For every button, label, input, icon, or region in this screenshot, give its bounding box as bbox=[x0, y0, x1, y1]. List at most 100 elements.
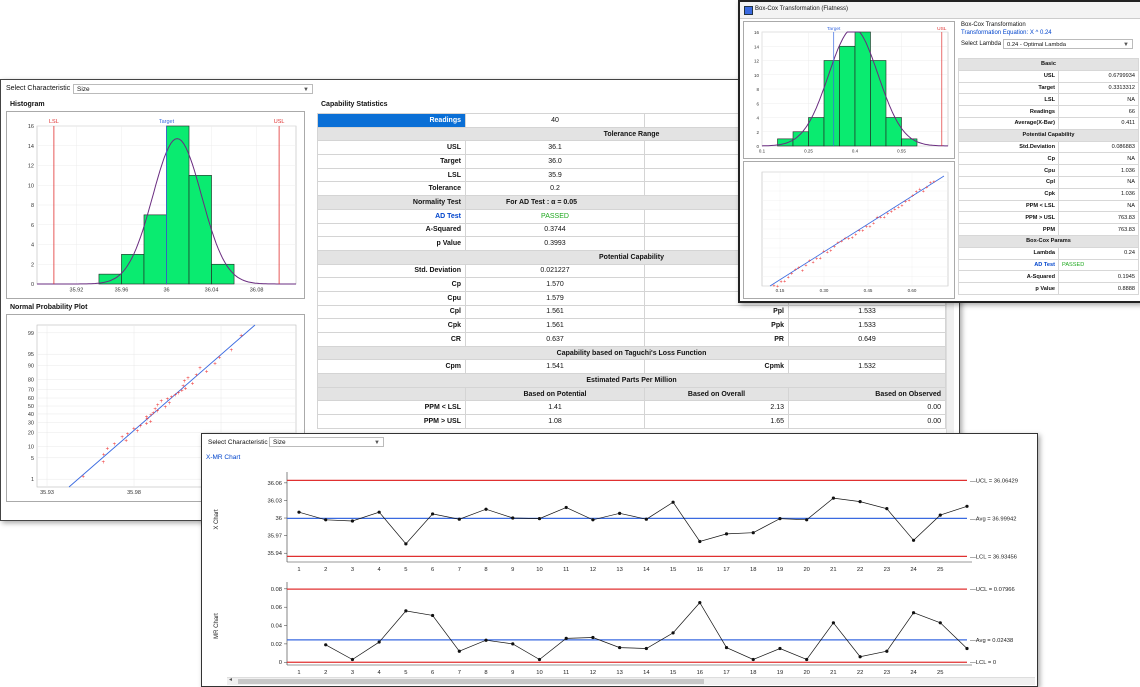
data-point: + bbox=[822, 249, 825, 255]
x-tick-label: 0.45 bbox=[864, 288, 873, 293]
chevron-down-icon: ▼ bbox=[374, 440, 380, 446]
x-tick-label: 36 bbox=[163, 288, 169, 294]
y-tick-label: 90 bbox=[28, 364, 34, 370]
bc-ppm-value: 763.83 bbox=[1058, 223, 1139, 236]
histogram-bar bbox=[839, 45, 856, 147]
x-tick-label: 21 bbox=[830, 670, 836, 676]
tolerance-value: 0.2 bbox=[465, 181, 645, 197]
bc-readings-value: 66 bbox=[1058, 105, 1139, 118]
x-tick-label: 12 bbox=[590, 567, 596, 573]
lambda-select-value: 0.24 - Optimal Lambda bbox=[1007, 42, 1066, 48]
bc-readings-label: Readings bbox=[958, 105, 1059, 118]
x-chart-series-line bbox=[298, 497, 968, 545]
mr-chart-data-point bbox=[511, 642, 515, 646]
horizontal-scrollbar[interactable]: ◂ bbox=[227, 677, 1035, 685]
data-point: + bbox=[908, 198, 911, 204]
x-tick-label: 23 bbox=[884, 567, 890, 573]
mr-chart-data-point bbox=[778, 646, 782, 651]
x-tick-label: 8 bbox=[484, 567, 487, 573]
cr-label: CR bbox=[317, 332, 466, 347]
bc-lambda-label: Lambda bbox=[958, 246, 1059, 260]
x-chart-data-point bbox=[724, 532, 729, 536]
x-tick-label: 16 bbox=[697, 567, 703, 573]
data-point: + bbox=[790, 272, 793, 278]
data-point: + bbox=[844, 236, 847, 242]
characteristic-select[interactable]: Size ▼ bbox=[73, 84, 313, 94]
x-chart-data-point bbox=[484, 507, 488, 511]
x-chart-data-point bbox=[377, 510, 381, 514]
bc-target-value: 0.3313312 bbox=[1058, 81, 1139, 95]
y-tick-label: 0 bbox=[279, 660, 282, 666]
data-point: + bbox=[872, 221, 875, 227]
y-tick-label: 36.06 bbox=[267, 481, 282, 487]
data-point: + bbox=[102, 452, 106, 458]
data-point: + bbox=[851, 235, 854, 241]
x-chart-data-point bbox=[618, 511, 622, 515]
data-point: + bbox=[213, 361, 217, 367]
cpmk-label: Cpmk bbox=[644, 359, 789, 375]
bc-ppm-lsl-value: NA bbox=[1058, 199, 1139, 213]
data-point: + bbox=[145, 422, 149, 428]
ppk-value: 1.533 bbox=[787, 318, 947, 333]
xmr-characteristic-select[interactable]: Size ▼ bbox=[269, 437, 384, 447]
x-tick-label: 21 bbox=[830, 567, 836, 573]
ppm-usl-label: PPM > USL bbox=[317, 414, 466, 429]
scrollbar-thumb[interactable] bbox=[238, 679, 704, 684]
x-chart-data-point bbox=[938, 513, 942, 517]
x-tick-label: 0.25 bbox=[804, 149, 813, 154]
x-tick-label: 2 bbox=[324, 567, 327, 573]
data-point: + bbox=[780, 280, 783, 286]
x-chart-data-point bbox=[591, 518, 595, 522]
x-tick-label: 25 bbox=[937, 670, 943, 676]
y-tick-label: 50 bbox=[28, 404, 34, 410]
capability-stats-title: Capability Statistics bbox=[321, 101, 388, 108]
data-point: + bbox=[858, 228, 861, 234]
data-point: + bbox=[126, 432, 130, 438]
readings-label[interactable]: Readings bbox=[317, 113, 466, 128]
data-point: + bbox=[797, 266, 800, 272]
mr-chart-avg-label: —Avg = 0.02438 bbox=[970, 638, 1013, 644]
ppm-header-potential: Based on Potential bbox=[465, 386, 645, 402]
pr-label: PR bbox=[644, 332, 789, 347]
y-tick-label: 4 bbox=[31, 243, 34, 249]
x-tick-label: 36.08 bbox=[250, 288, 264, 294]
x-chart-data-point bbox=[644, 517, 648, 521]
histogram-bar bbox=[870, 60, 887, 147]
boxcox-window: Box-Cox Transformation (Flatness) 0 2 4 6 8 1… bbox=[738, 0, 1140, 303]
x-chart-data-point bbox=[324, 518, 328, 522]
x-chart-data-point bbox=[457, 517, 461, 521]
y-tick-label: 14 bbox=[28, 144, 34, 150]
lambda-select[interactable]: 0.24 - Optimal Lambda ▼ bbox=[1003, 39, 1133, 49]
x-tick-label: 25 bbox=[937, 567, 943, 573]
data-point: + bbox=[156, 409, 160, 415]
usl-label: USL bbox=[274, 119, 285, 125]
boxcox-stats-table: Basic USL 0.6799934 Target 0.3313312 LSL NA… bbox=[958, 58, 1139, 295]
y-tick-label: 10 bbox=[754, 73, 760, 78]
x-tick-label: 35.92 bbox=[70, 288, 84, 294]
scroll-left-icon[interactable]: ◂ bbox=[229, 677, 233, 683]
x-chart-data-point bbox=[698, 539, 702, 544]
lsl-label: LSL bbox=[49, 119, 59, 125]
mr-chart-data-point bbox=[377, 640, 381, 644]
x-chart-data-point bbox=[831, 496, 836, 500]
ad-test-label[interactable]: AD Test bbox=[317, 208, 466, 224]
data-point: + bbox=[120, 435, 124, 441]
y-tick-label: 30 bbox=[28, 421, 34, 427]
data-point: + bbox=[929, 181, 932, 187]
fit-line bbox=[68, 324, 256, 488]
y-tick-label: 2 bbox=[756, 130, 759, 135]
ppm-header-overall: Based on Overall bbox=[644, 386, 789, 402]
bc-ad-test-label[interactable]: AD Test bbox=[958, 258, 1059, 272]
bc-cpk-label: Cpk bbox=[958, 187, 1059, 201]
x-tick-label: 0.15 bbox=[776, 288, 785, 293]
cpk-label: Cpk bbox=[317, 318, 466, 333]
bc-cpu-value: 1.036 bbox=[1058, 164, 1139, 177]
taguchi-section: Capability based on Taguchi's Loss Funct… bbox=[316, 345, 947, 361]
y-tick-label: 0.08 bbox=[271, 587, 282, 593]
x-tick-label: 14 bbox=[643, 670, 650, 676]
y-tick-label: 60 bbox=[28, 396, 34, 402]
histogram-panel: 0 2 4 6 8 10 12 14 16 35.92 35.96 36 36.04 36.08 LSL Ta… bbox=[6, 111, 305, 299]
x-tick-label: 7 bbox=[458, 567, 461, 573]
boxcox-titlebar[interactable]: Box-Cox Transformation (Flatness) bbox=[740, 2, 1140, 19]
data-point: + bbox=[773, 283, 776, 289]
